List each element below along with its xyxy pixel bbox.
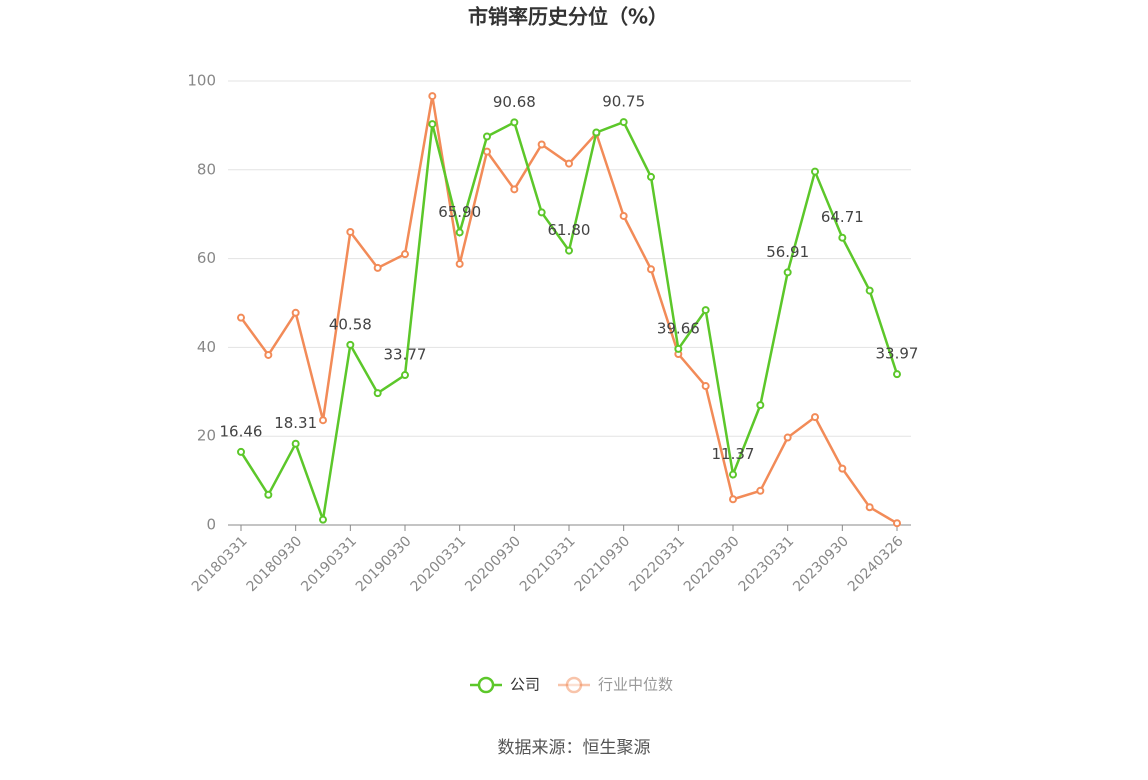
- x-tick-label: 20220930: [681, 533, 743, 595]
- chart-title: 市销率历史分位（%）: [468, 5, 668, 29]
- point: [619, 118, 628, 127]
- point: [373, 263, 382, 272]
- point: [565, 246, 573, 255]
- x-tick-label: 20220331: [626, 533, 688, 595]
- data-label: 64.71: [821, 208, 864, 226]
- x-tick-label: 20180930: [244, 533, 306, 595]
- legend-label: 行业中位数: [598, 676, 673, 694]
- point: [865, 503, 874, 512]
- point: [893, 370, 901, 379]
- point: [264, 490, 273, 499]
- data-label: 90.68: [493, 93, 536, 111]
- point: [401, 250, 409, 259]
- point: [346, 227, 355, 236]
- point: [783, 268, 792, 277]
- y-tick-label: 80: [197, 160, 216, 178]
- point: [455, 259, 464, 268]
- y-tick-label: 0: [206, 516, 216, 534]
- point: [701, 382, 710, 391]
- point: [537, 140, 546, 149]
- point: [401, 371, 409, 380]
- x-tick-label: 20240326: [845, 533, 907, 595]
- legend-marker: [477, 676, 495, 694]
- x-tick-label: 20190930: [353, 533, 415, 595]
- point: [565, 159, 573, 168]
- x-tick-label: 20210331: [517, 533, 579, 595]
- point: [428, 92, 437, 101]
- point: [510, 118, 519, 127]
- point: [291, 439, 300, 448]
- point: [237, 313, 245, 322]
- point: [291, 308, 300, 317]
- point: [264, 350, 273, 359]
- point: [319, 515, 327, 524]
- point: [756, 401, 765, 410]
- x-tick-label: 20180331: [189, 533, 251, 595]
- source: 数据来源：恒生聚源: [498, 738, 651, 758]
- point: [838, 233, 847, 242]
- point: [647, 265, 655, 274]
- point: [729, 470, 737, 479]
- point: [373, 389, 382, 398]
- data-label: 90.75: [602, 93, 645, 111]
- data-label: 16.46: [220, 422, 263, 440]
- point: [483, 147, 491, 156]
- legend-label: 公司: [510, 676, 540, 694]
- data-label: 56.91: [766, 243, 809, 261]
- point: [811, 413, 819, 422]
- point: [756, 486, 765, 495]
- point: [510, 185, 519, 194]
- point: [865, 286, 874, 295]
- data-label: 33.97: [876, 345, 919, 363]
- x-tick-label: 20200331: [408, 533, 470, 595]
- data-label: 33.77: [384, 346, 427, 364]
- point: [537, 208, 546, 217]
- point: [811, 167, 819, 176]
- x-tick-label: 20190331: [298, 533, 360, 595]
- y-tick-label: 100: [187, 72, 216, 90]
- data-label: 39.66: [657, 319, 700, 337]
- point: [428, 120, 437, 129]
- point: [893, 519, 901, 528]
- legend-marker: [565, 676, 583, 694]
- data-label: 40.58: [329, 315, 372, 333]
- point: [674, 344, 683, 353]
- point: [838, 464, 847, 473]
- x-tick-label: 20200930: [462, 533, 524, 595]
- x-tick-label: 20210930: [572, 533, 634, 595]
- x-tick-label: 20230930: [790, 533, 852, 595]
- point: [483, 132, 491, 141]
- point: [319, 416, 327, 425]
- x-tick-label: 20230331: [736, 533, 798, 595]
- data-label: 18.31: [274, 414, 317, 432]
- point: [783, 433, 792, 442]
- y-tick-label: 20: [197, 427, 216, 445]
- y-tick-label: 60: [197, 249, 216, 267]
- point: [455, 228, 464, 237]
- y-tick-label: 40: [197, 338, 216, 356]
- point: [619, 211, 628, 220]
- point: [647, 172, 655, 181]
- data-label: 61.80: [548, 221, 591, 239]
- point: [592, 128, 601, 137]
- point: [701, 306, 710, 315]
- point: [729, 495, 737, 504]
- data-label: 11.37: [712, 445, 755, 463]
- data-label: 65.90: [438, 203, 481, 221]
- point: [237, 447, 245, 456]
- point: [346, 340, 355, 349]
